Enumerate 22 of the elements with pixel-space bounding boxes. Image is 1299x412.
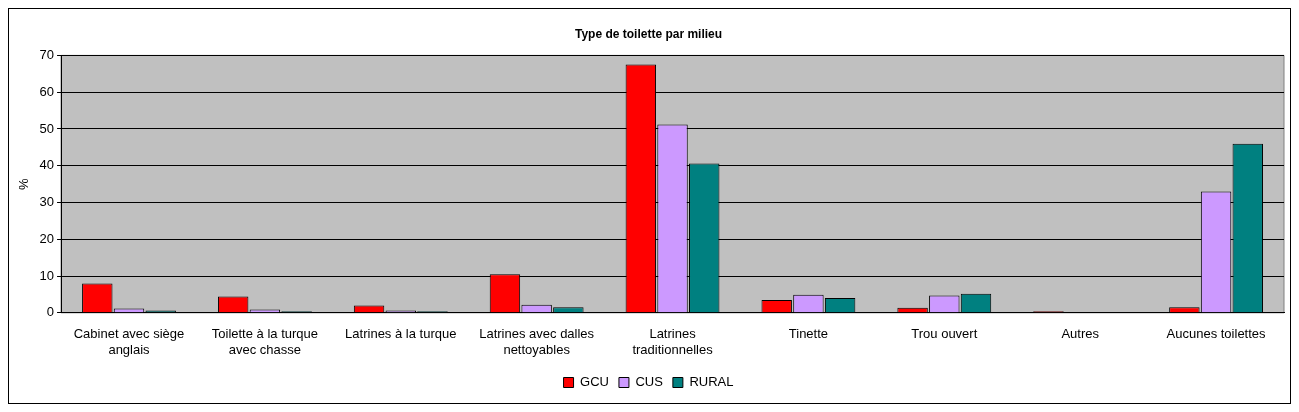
y-tick-label: 20 xyxy=(39,230,55,246)
y-tick-label: 40 xyxy=(39,157,55,173)
x-tick-label: Autres xyxy=(1061,326,1100,342)
x-tick-label: Aucunes toilettes xyxy=(1166,326,1267,342)
x-tick-label: Trou ouvert xyxy=(911,326,978,342)
y-tick-label: 70 xyxy=(39,46,55,62)
y-tick-label: 50 xyxy=(39,120,55,136)
y-tick-label: 60 xyxy=(39,83,55,99)
legend-label: GCU xyxy=(580,374,609,390)
legend-label: CUS xyxy=(635,374,664,390)
y-axis-title: % xyxy=(16,177,32,190)
y-tick-label: 10 xyxy=(39,267,55,283)
x-tick-label: Latrines à la turque xyxy=(345,326,457,342)
x-tick-label: Tinette xyxy=(788,326,829,342)
x-tick-label: Latrines traditionnelles xyxy=(632,326,714,357)
y-tick-label: 0 xyxy=(46,304,55,320)
x-tick-label: Latrines avec dalles nettoyables xyxy=(479,326,595,357)
chart-title: Type de toilette par milieu xyxy=(574,26,723,41)
x-tick-label: Cabinet avec siège anglais xyxy=(73,326,185,357)
y-tick-label: 30 xyxy=(39,194,55,210)
x-tick-label: Toilette à la turque avec chasse xyxy=(211,326,318,357)
legend-label: RURAL xyxy=(689,374,734,390)
